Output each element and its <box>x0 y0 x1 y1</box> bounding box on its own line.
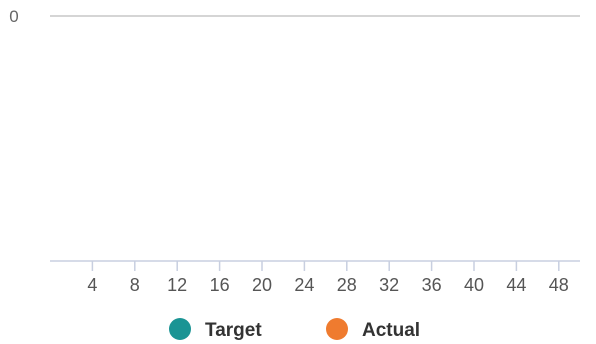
y-axis: 0 <box>9 7 18 26</box>
x-tick-label: 28 <box>337 275 357 295</box>
x-tick-label: 24 <box>294 275 314 295</box>
x-tick-label: 48 <box>549 275 569 295</box>
x-tick-label: 20 <box>252 275 272 295</box>
x-tick-label: 40 <box>464 275 484 295</box>
legend-item-target[interactable]: Target <box>169 318 262 341</box>
legend-label: Target <box>205 320 262 341</box>
legend-label: Actual <box>362 320 420 341</box>
x-tick-label: 32 <box>379 275 399 295</box>
x-tick-label: 12 <box>167 275 187 295</box>
x-tick-label: 8 <box>130 275 140 295</box>
x-axis: 4 8 12 16 20 24 28 32 36 40 44 48 <box>50 260 580 295</box>
legend-swatch <box>169 318 191 340</box>
x-tick-label: 4 <box>87 275 97 295</box>
x-tick-label: 44 <box>506 275 526 295</box>
legend[interactable]: Target Actual <box>169 318 420 341</box>
x-tick-label: 36 <box>422 275 442 295</box>
legend-swatch <box>326 318 348 340</box>
legend-item-actual[interactable]: Actual <box>326 318 420 341</box>
y-tick-label: 0 <box>9 7 18 26</box>
x-tick-label: 16 <box>210 275 230 295</box>
